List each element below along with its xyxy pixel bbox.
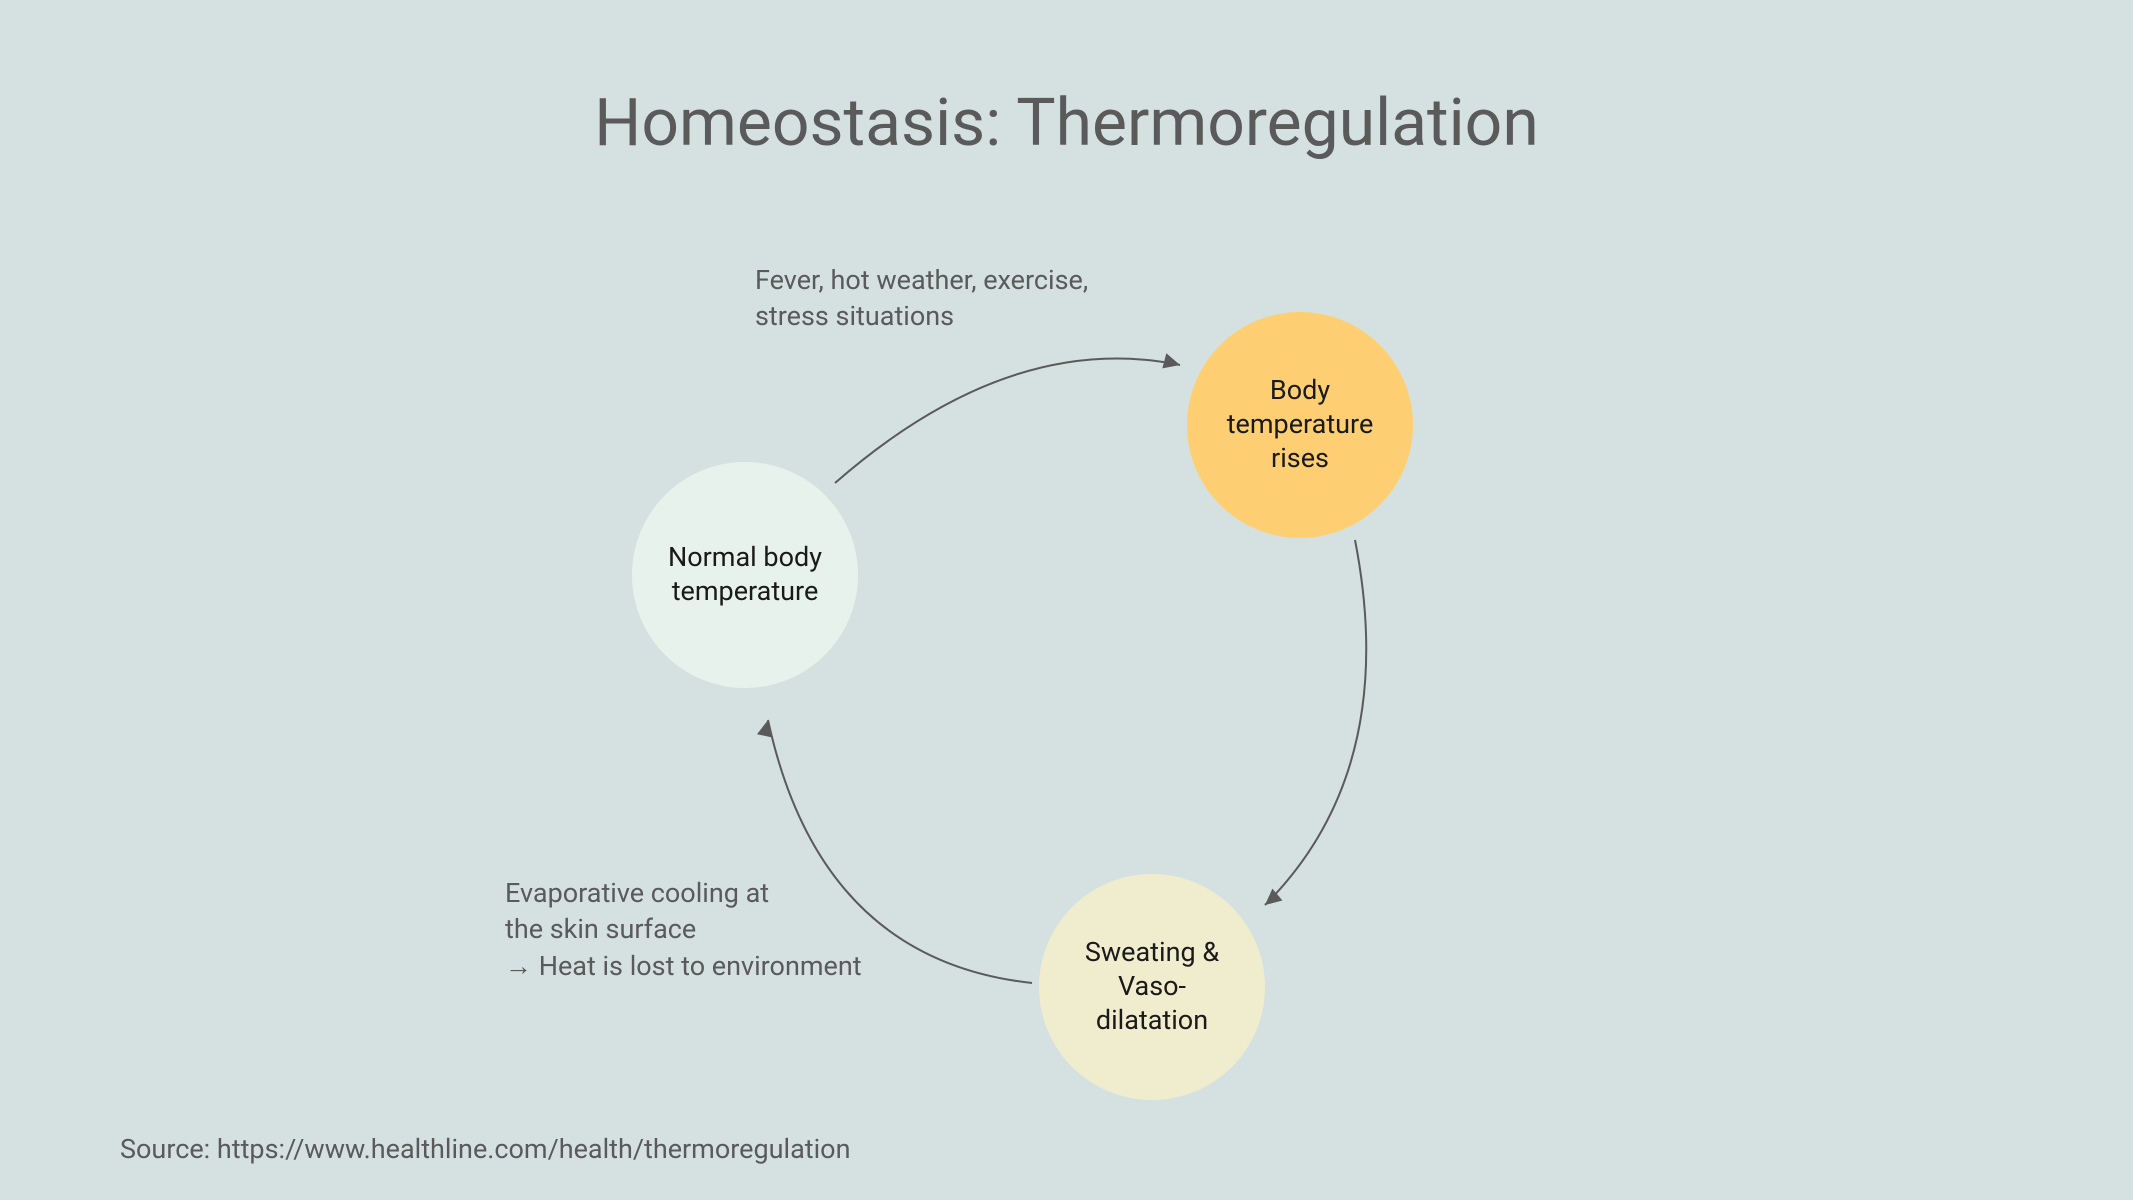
node-normal: Normal body temperature bbox=[632, 462, 858, 688]
node-sweat-label: Sweating & Vaso- dilatation bbox=[1085, 936, 1219, 1037]
node-normal-label: Normal body temperature bbox=[668, 541, 822, 609]
edge-label-0: Fever, hot weather, exercise, stress sit… bbox=[755, 262, 1088, 335]
source-text: Source: https://www.healthline.com/healt… bbox=[120, 1133, 850, 1165]
edge-label-2: Evaporative cooling at the skin surface … bbox=[505, 875, 862, 984]
page-title: Homeostasis: Thermoregulation bbox=[594, 85, 1539, 162]
node-sweat: Sweating & Vaso- dilatation bbox=[1039, 874, 1265, 1100]
node-rises: Body temperature rises bbox=[1187, 312, 1413, 538]
node-rises-label: Body temperature rises bbox=[1227, 374, 1374, 475]
